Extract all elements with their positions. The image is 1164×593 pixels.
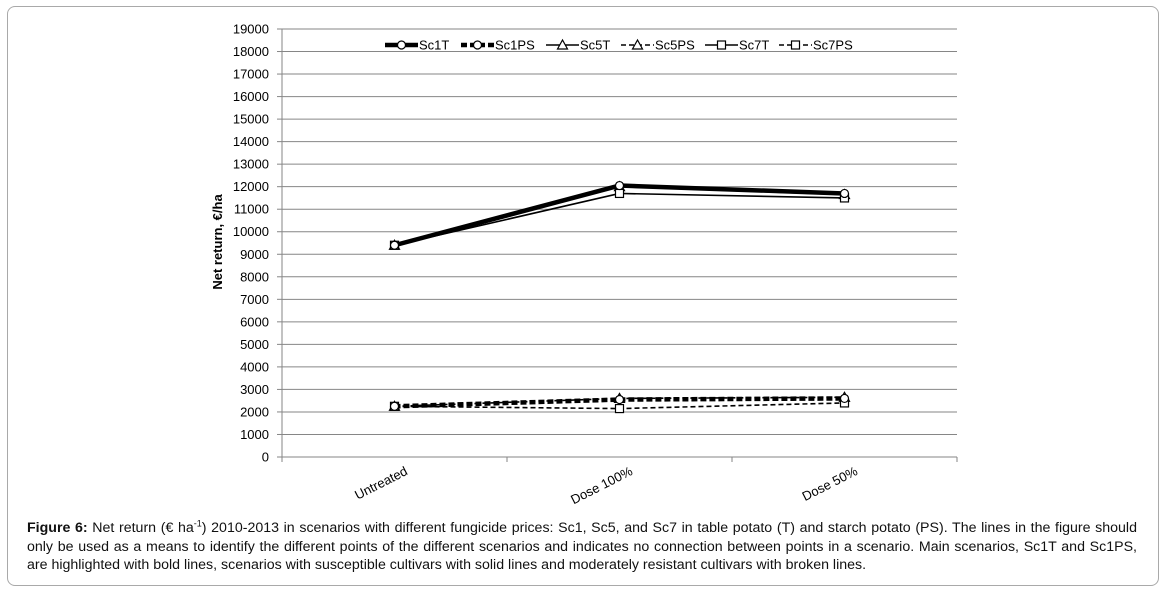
- y-tick-label: 5000: [240, 337, 269, 352]
- series-point-Sc1T: [839, 188, 850, 199]
- y-tick-label: 8000: [240, 269, 269, 284]
- y-axis-label: Net return, €/ha: [210, 194, 225, 290]
- caption-text-b: ) 2010-2013 in scenarios with different …: [27, 520, 1137, 573]
- series-point-Sc1T: [389, 240, 400, 250]
- legend-marker-Sc7T: [716, 40, 727, 50]
- legend-marker-Sc5T: [556, 38, 569, 50]
- y-tick-label: 10000: [233, 224, 269, 239]
- legend-marker-Sc1T: [396, 40, 407, 50]
- legend-label-Sc1T: Sc1T: [419, 38, 449, 53]
- y-tick-label: 19000: [233, 22, 269, 37]
- x-tick-label: Untreated: [352, 463, 410, 502]
- caption-label: Figure 6:: [27, 520, 88, 536]
- figure-caption: Figure 6: Net return (€ ha-1) 2010-2013 …: [27, 519, 1137, 575]
- line-chart: 0 1000 2000 3000 4000 5000 6000 7000 8000 9000 100…: [210, 22, 958, 507]
- series-point-Sc1T: [614, 180, 625, 191]
- caption-text-a: Net return (€ ha: [87, 520, 194, 536]
- x-tick-label: Dose 50%: [800, 463, 861, 504]
- series-point-Sc1PS: [389, 401, 400, 411]
- y-tick-label: 7000: [240, 292, 269, 307]
- y-tick-label: 18000: [233, 44, 269, 59]
- y-tick-label: 13000: [233, 157, 269, 172]
- x-tick-labels: Untreated Dose 100% Dose 50%: [352, 463, 860, 507]
- y-tick-label: 15000: [233, 112, 269, 127]
- series-lines: [388, 180, 851, 414]
- y-tick-label: 11000: [234, 202, 269, 217]
- legend-label-Sc5T: Sc5T: [580, 38, 610, 53]
- y-tick-label: 0: [262, 450, 269, 465]
- y-tick-label: 9000: [240, 247, 269, 262]
- y-tick-label: 6000: [240, 314, 269, 329]
- y-tick-label: 17000: [233, 67, 269, 82]
- caption-superscript: -1: [193, 518, 202, 529]
- legend-marker-Sc7PS: [790, 40, 801, 50]
- y-tick-label: 14000: [233, 134, 269, 149]
- legend-label-Sc7T: Sc7T: [739, 38, 769, 53]
- legend-label-Sc5PS: Sc5PS: [655, 38, 695, 53]
- y-tick-label: 1000: [240, 427, 269, 442]
- figure-frame: [7, 6, 1159, 586]
- legend-marker-Sc1PS: [472, 40, 483, 50]
- y-tick-label: 4000: [240, 359, 269, 374]
- legend: Sc1T Sc1PS Sc5T Sc5PS Sc7T Sc7PS: [385, 38, 853, 53]
- legend-marker-Sc5PS: [631, 38, 644, 50]
- legend-label-Sc1PS: Sc1PS: [495, 38, 535, 53]
- y-tick-label: 16000: [233, 89, 269, 104]
- series-line-Sc7T: [394, 192, 845, 247]
- series-point-Sc1PS: [839, 393, 850, 404]
- y-tick-labels: 0 1000 2000 3000 4000 5000 6000 7000 8000 9000 100…: [233, 22, 269, 465]
- y-tick-label: 2000: [240, 404, 269, 419]
- x-tick-label: Dose 100%: [568, 463, 635, 507]
- series-point-Sc1PS: [614, 394, 625, 405]
- series-point-Sc7PS: [614, 403, 625, 414]
- legend-label-Sc7PS: Sc7PS: [813, 38, 853, 53]
- y-tick-label: 3000: [240, 382, 269, 397]
- series-point-Sc7T: [614, 188, 625, 199]
- y-tick-label: 12000: [233, 179, 269, 194]
